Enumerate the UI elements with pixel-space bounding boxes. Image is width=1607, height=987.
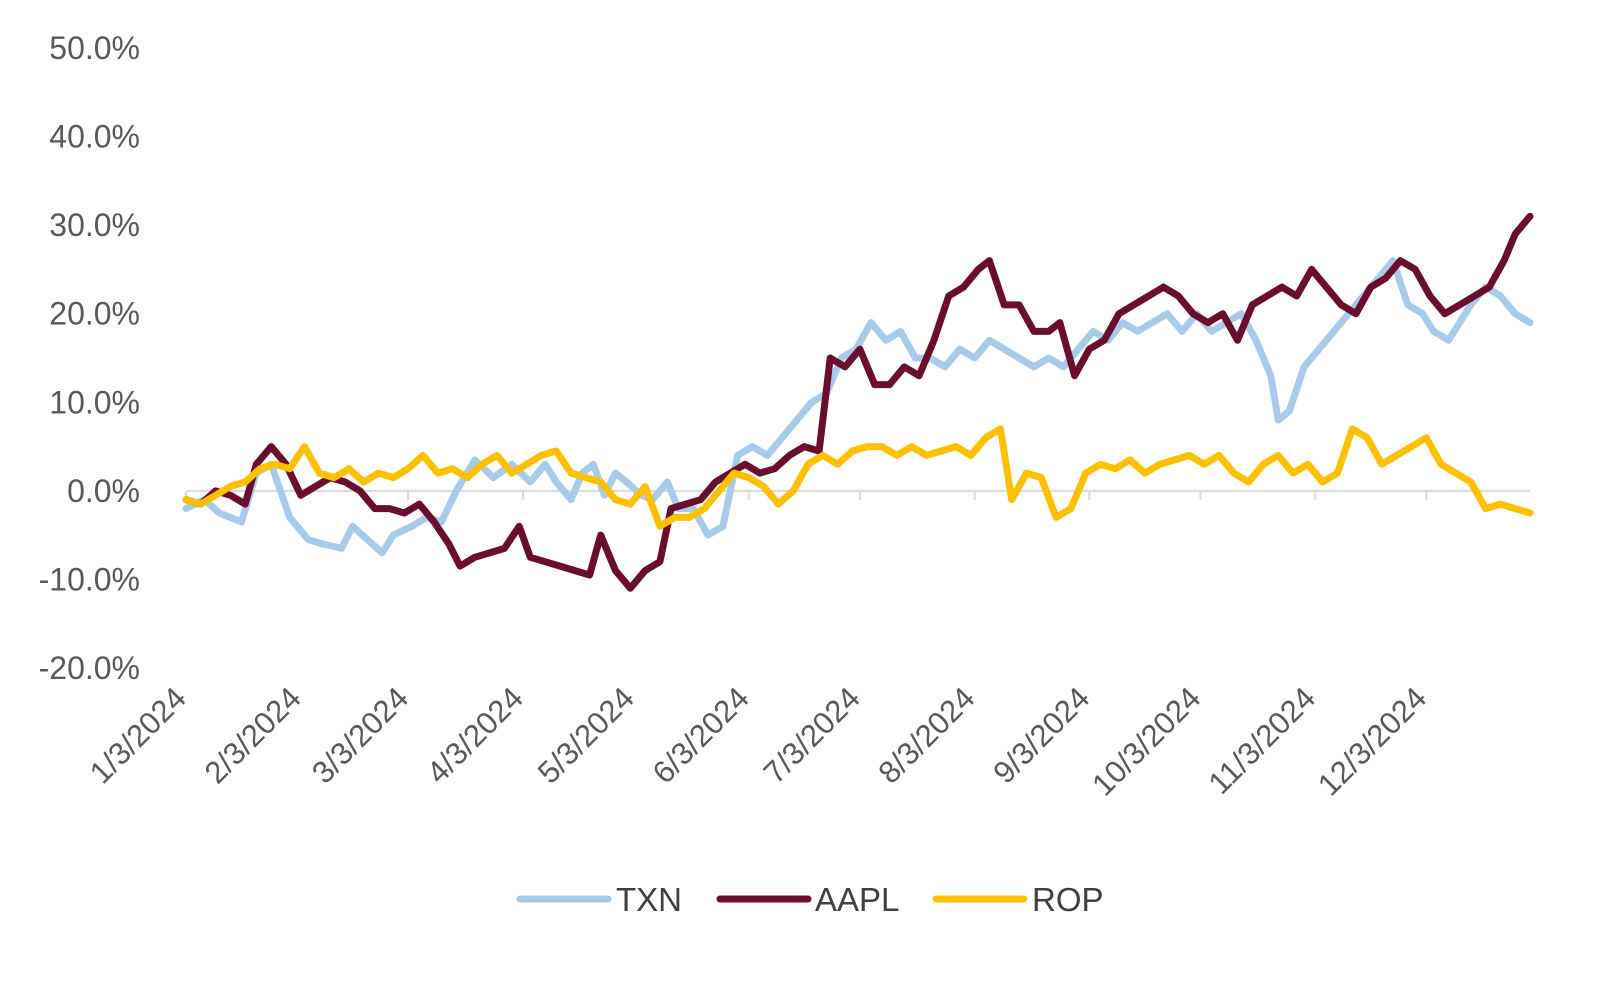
y-tick-label: -20.0% xyxy=(39,650,140,686)
x-tick-label: 8/3/2024 xyxy=(872,680,982,790)
y-tick-label: 20.0% xyxy=(49,296,140,332)
y-tick-label: 40.0% xyxy=(49,119,140,155)
x-tick-label: 10/3/2024 xyxy=(1085,680,1207,802)
legend-item-aapl: AAPL xyxy=(716,881,899,918)
legend-label: AAPL xyxy=(815,881,899,918)
x-tick-label: 5/3/2024 xyxy=(531,680,641,790)
x-tick-label: 7/3/2024 xyxy=(757,680,867,790)
legend-item-rop: ROP xyxy=(932,881,1104,918)
x-tick-label: 11/3/2024 xyxy=(1202,680,1323,801)
x-tick-label: 9/3/2024 xyxy=(986,680,1096,790)
legend-item-txn: TXN xyxy=(516,881,682,918)
y-axis-ticks: -20.0% -10.0% 0.0% 10.0% 20.0% 30.0% 40.0% 50.0… xyxy=(39,30,140,686)
x-tick-label: 3/3/2024 xyxy=(305,680,415,790)
y-tick-label: 0.0% xyxy=(67,473,140,509)
x-tick-label: 4/3/2024 xyxy=(420,680,530,790)
legend-label: TXN xyxy=(616,881,682,918)
series-line-aapl xyxy=(182,212,1534,592)
y-tick-label: 10.0% xyxy=(49,384,140,420)
legend-label: ROP xyxy=(1032,881,1104,918)
x-tick-label: 1/3/2024 xyxy=(83,680,193,790)
y-tick-label: 30.0% xyxy=(49,207,140,243)
x-tick-label: 2/3/2024 xyxy=(198,680,308,790)
series-line-rop xyxy=(182,425,1534,530)
legend: TXN AAPL ROP xyxy=(516,881,1104,918)
series-lines xyxy=(182,212,1534,592)
x-tick-label: 12/3/2024 xyxy=(1311,680,1433,802)
y-tick-label: -10.0% xyxy=(39,561,140,597)
x-tick-label: 6/3/2024 xyxy=(646,680,756,790)
y-tick-label: 50.0% xyxy=(49,30,140,66)
